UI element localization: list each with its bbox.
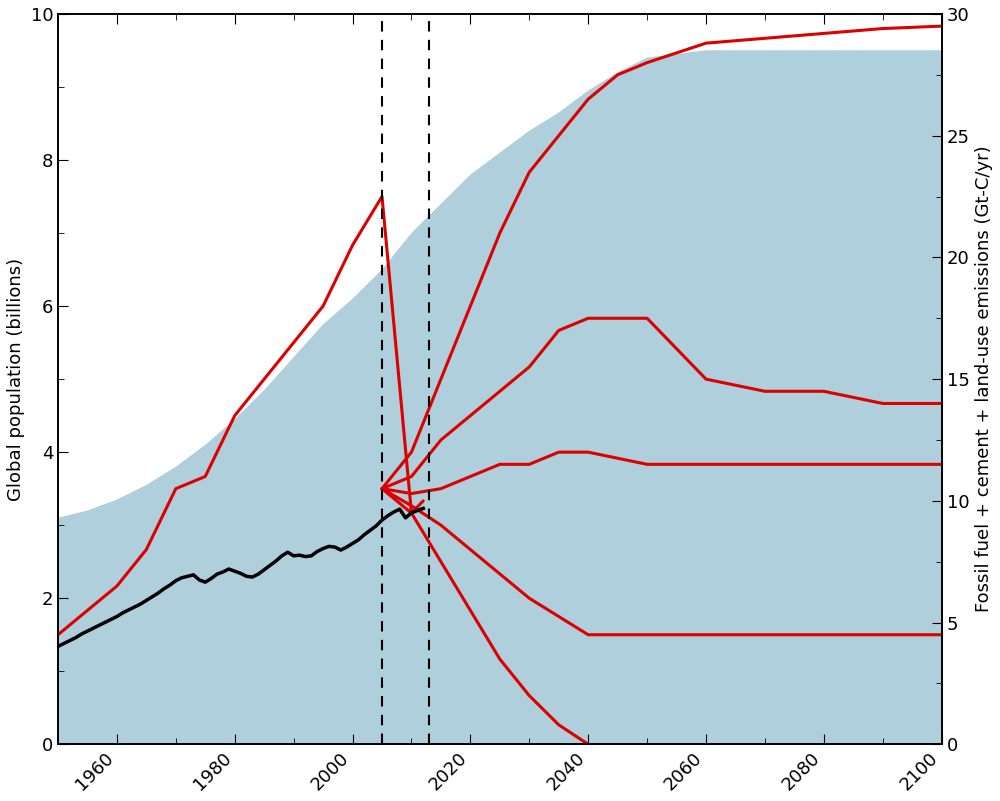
Y-axis label: Global population (billions): Global population (billions) xyxy=(7,258,25,501)
Y-axis label: Fossil fuel + cement + land-use emissions (Gt-C/yr): Fossil fuel + cement + land-use emission… xyxy=(975,146,993,613)
